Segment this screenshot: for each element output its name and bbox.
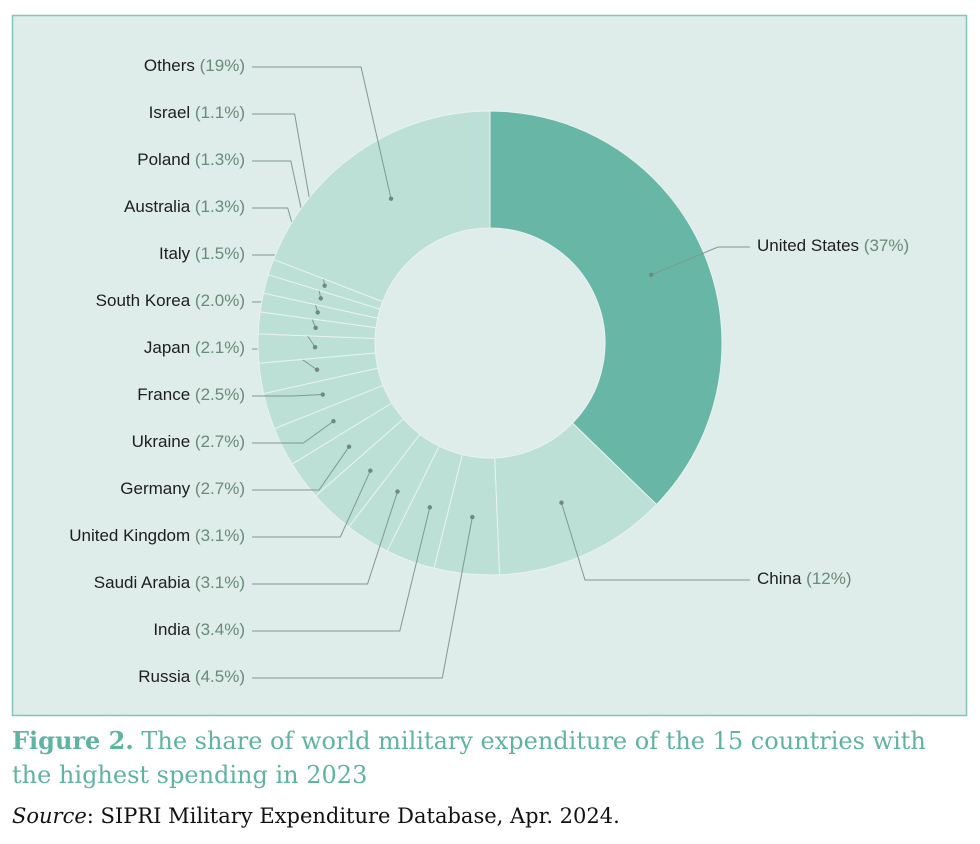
slice-label: France (2.5%)	[137, 385, 245, 404]
slice-label: Others (19%)	[144, 56, 245, 75]
value-label: (4.5%)	[195, 667, 245, 686]
leader-dot	[368, 468, 373, 473]
category-name: Australia	[124, 197, 191, 216]
category-name: Others	[144, 56, 195, 75]
slice-label: United States (37%)	[757, 236, 909, 255]
slice-label: Saudi Arabia (3.1%)	[94, 573, 245, 592]
category-name: Ukraine	[132, 432, 191, 451]
slice-label: South Korea (2.0%)	[96, 291, 245, 310]
leader-dot	[314, 367, 320, 372]
leader-dot	[559, 500, 564, 505]
value-label: (1.1%)	[195, 103, 245, 122]
category-name: China	[757, 569, 802, 588]
slice-label: Germany (2.7%)	[120, 479, 245, 498]
leader-line	[252, 420, 334, 444]
leader-dot	[318, 296, 323, 301]
category-name: Russia	[138, 667, 191, 686]
leader-line	[252, 66, 392, 199]
leader-dot	[331, 419, 336, 424]
leader-dot	[648, 272, 654, 278]
leader-dot	[427, 505, 432, 510]
category-name: Poland	[137, 150, 190, 169]
value-label: (2.5%)	[195, 385, 245, 404]
leader-dot	[315, 310, 320, 315]
value-label: (2.7%)	[195, 479, 245, 498]
value-label: (2.1%)	[195, 338, 245, 357]
value-label: (2.0%)	[195, 291, 245, 310]
value-label: (3.1%)	[195, 573, 245, 592]
slice-label: Israel (1.1%)	[149, 103, 245, 122]
category-name: South Korea	[96, 291, 191, 310]
leader-dot	[395, 489, 400, 494]
source-text: : SIPRI Military Expenditure Database, A…	[86, 804, 620, 828]
donut-slice	[272, 110, 491, 303]
source: Source: SIPRI Military Expenditure Datab…	[12, 804, 620, 828]
slice-label: China (12%)	[757, 569, 852, 588]
leader-dot	[313, 325, 318, 330]
category-name: Israel	[149, 103, 191, 122]
slice-label: Italy (1.5%)	[159, 244, 245, 263]
leader-dot	[320, 392, 325, 397]
chart: United States (37%) China (12%) Russia (4.…	[11, 14, 968, 717]
category-name: Germany	[120, 479, 190, 498]
category-name: Italy	[159, 244, 191, 263]
caption-title: Figure 2. The share of world military ex…	[12, 724, 962, 792]
value-label: (37%)	[864, 236, 909, 255]
slice-label: Ukraine (2.7%)	[132, 432, 245, 451]
slice-label: Japan (2.1%)	[144, 338, 245, 357]
leader-dot	[346, 444, 352, 449]
category-name: India	[153, 620, 190, 639]
slice-label: Australia (1.3%)	[124, 197, 245, 216]
source-label: Source	[12, 804, 87, 828]
value-label: (19%)	[200, 56, 245, 75]
value-label: (1.5%)	[195, 244, 245, 263]
donut-slice	[489, 110, 723, 506]
caption-text: The share of world military expenditure …	[12, 727, 926, 789]
value-label: (1.3%)	[195, 197, 245, 216]
slice-label: Poland (1.3%)	[137, 150, 245, 169]
category-name: Saudi Arabia	[94, 573, 191, 592]
leader-line	[252, 394, 323, 397]
leader-line	[252, 491, 398, 585]
slice-label: United Kingdom (3.1%)	[69, 526, 245, 545]
leader-dot	[470, 514, 475, 520]
category-name: United States	[757, 236, 859, 255]
figure-number: Figure 2.	[12, 726, 134, 755]
leader-line	[561, 502, 750, 581]
category-name: Japan	[144, 338, 190, 357]
leader-line	[650, 246, 750, 276]
leader-line	[252, 470, 371, 538]
value-label: (1.3%)	[195, 150, 245, 169]
leader-dot	[312, 344, 318, 350]
category-name: France	[137, 385, 190, 404]
slice-label: India (3.4%)	[153, 620, 245, 639]
leader-dot	[388, 196, 394, 201]
leader-line	[252, 446, 350, 491]
leader-line	[252, 507, 431, 632]
value-label: (12%)	[806, 569, 851, 588]
leader-dot	[322, 283, 327, 288]
value-label: (3.1%)	[195, 526, 245, 545]
value-label: (3.4%)	[195, 620, 245, 639]
slice-label: Russia (4.5%)	[138, 667, 245, 686]
leader-line	[252, 517, 473, 679]
category-name: United Kingdom	[69, 526, 190, 545]
value-label: (2.7%)	[195, 432, 245, 451]
